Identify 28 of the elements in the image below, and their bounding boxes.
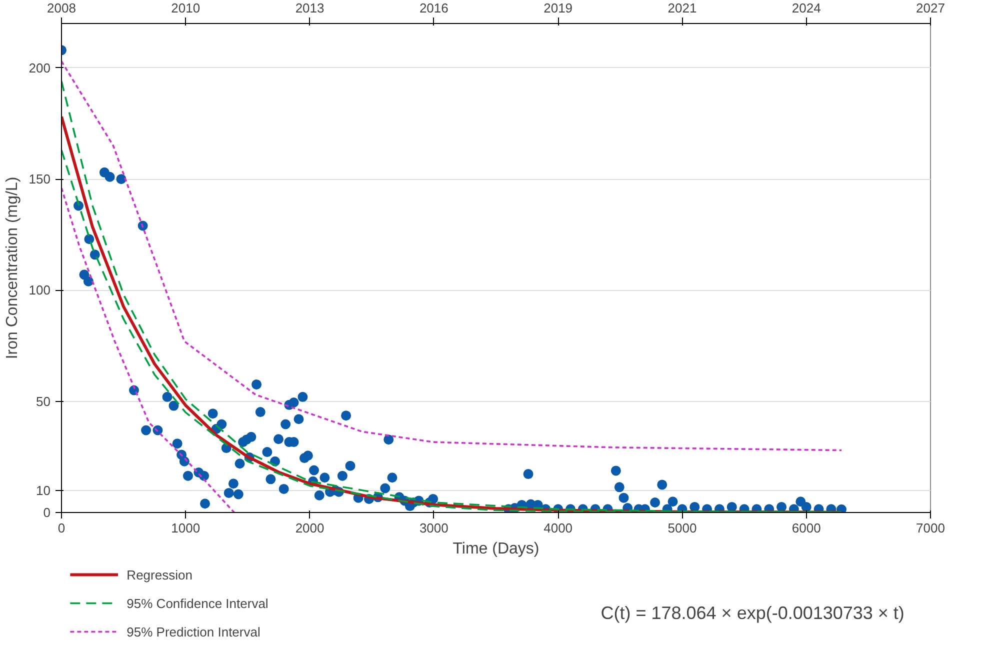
- x2-tick-label: 2027: [916, 0, 945, 16]
- x2-tick-label: 2024: [792, 0, 821, 16]
- x-tick-label: 6000: [792, 520, 821, 536]
- y-tick-label: 100: [28, 282, 51, 298]
- y-axis-title: Iron Concentration (mg/L): [4, 176, 21, 360]
- x-tick-label: 7000: [916, 520, 945, 536]
- x2-tick-label: 2013: [295, 0, 324, 16]
- x2-tick-label: 2019: [544, 0, 573, 16]
- x-tick-label: 0: [58, 520, 66, 536]
- y-tick-label: 10: [36, 482, 51, 498]
- y-tick-label: 150: [28, 172, 51, 187]
- x-tick-label: 5000: [668, 520, 697, 536]
- legend-label: 95% Confidence Interval: [126, 596, 268, 611]
- x2-tick-label: 2021: [668, 0, 697, 16]
- legend-label: Regression: [126, 567, 192, 582]
- x-tick-label: 2000: [295, 520, 324, 536]
- x-tick-label: 1000: [171, 520, 200, 536]
- text: C(t) = 178.064 × exp(-0.00130733 × t): [600, 602, 904, 623]
- x2-tick-label: 2016: [419, 0, 448, 16]
- x2-tick-label: 2008: [47, 0, 76, 16]
- y-tick-label: 50: [36, 394, 51, 409]
- x-tick-label: 4000: [544, 520, 573, 536]
- x-axis-title: Time (Days): [452, 540, 540, 558]
- legend-label: 95% Prediction Interval: [126, 624, 260, 640]
- y-tick-label: 0: [43, 505, 51, 520]
- y-tick-label: 200: [28, 60, 51, 76]
- x-tick-label: 3000: [419, 520, 448, 536]
- x2-tick-label: 2010: [171, 0, 200, 16]
